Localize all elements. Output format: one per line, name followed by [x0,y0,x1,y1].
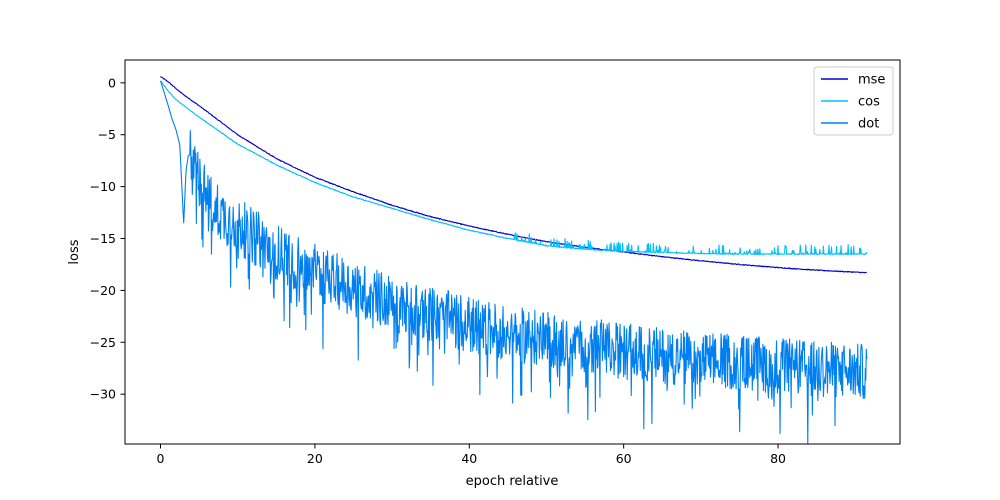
y-tick-label: −20 [90,283,116,298]
legend: mse cos dot [813,66,894,136]
x-tick-label: 80 [770,451,786,466]
y-tick-label: −15 [90,231,116,246]
y-tick-label: −30 [90,387,116,402]
series-line-mse [160,76,867,274]
series-layer [159,76,868,444]
x-tick-label: 20 [307,451,323,466]
x-axis: 0 20 40 60 80 [157,444,786,466]
legend-label-cos: cos [858,95,880,110]
series-line-cos [160,80,868,256]
y-axis-label: loss [67,239,82,264]
plot-frame [124,59,901,445]
x-axis-label: epoch relative [466,474,559,489]
y-tick-label: −5 [98,127,116,142]
series-line-dot [159,80,868,444]
y-tick-label: −25 [90,335,116,350]
y-tick-label: 0 [108,75,116,90]
x-tick-label: 60 [616,451,632,466]
x-tick-label: 40 [461,451,477,466]
legend-label-dot: dot [858,117,879,132]
y-axis: 0 −5 −10 −15 −20 −25 −30 [90,75,125,402]
legend-box [813,66,894,136]
y-tick-label: −10 [90,179,116,194]
legend-label-mse: mse [858,73,885,88]
x-tick-label: 0 [157,451,165,466]
